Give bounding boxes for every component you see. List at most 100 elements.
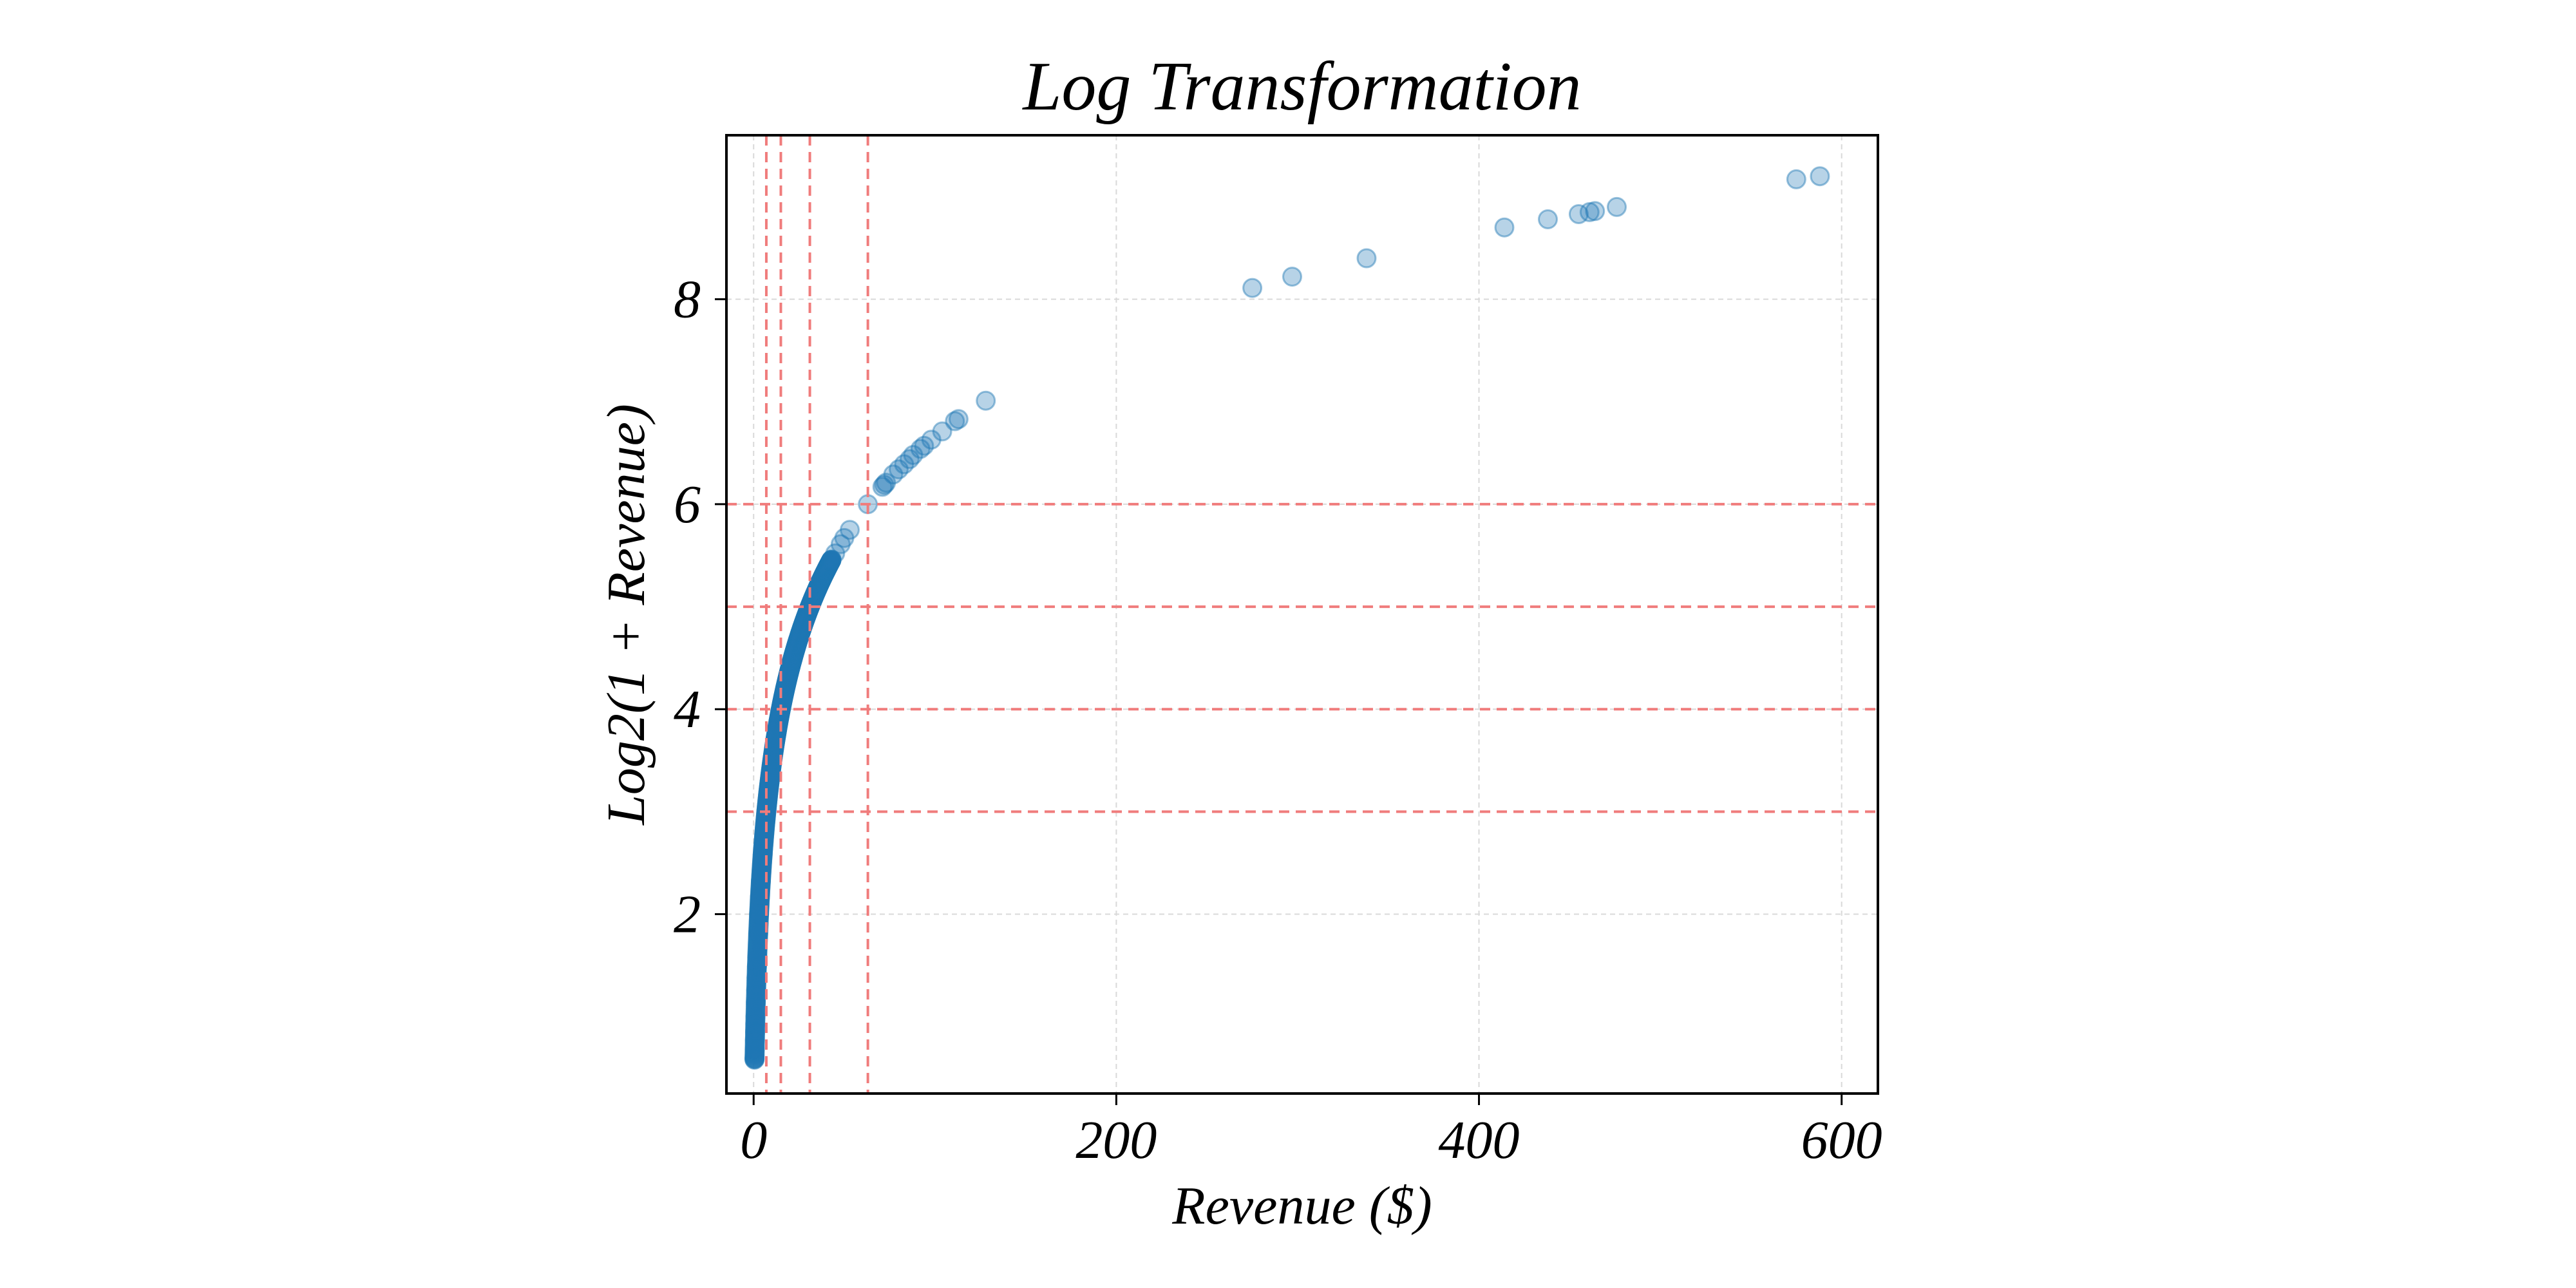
data-point bbox=[821, 549, 842, 570]
data-point bbox=[750, 886, 770, 907]
data-point bbox=[786, 638, 806, 658]
data-point bbox=[821, 550, 842, 571]
data-point bbox=[790, 623, 811, 643]
data-point bbox=[820, 551, 841, 572]
data-point bbox=[792, 616, 813, 637]
y-tick-label: 6 bbox=[674, 475, 701, 535]
data-point bbox=[754, 820, 775, 840]
data-point bbox=[782, 647, 803, 668]
data-point bbox=[753, 832, 774, 853]
data-point bbox=[1810, 166, 1830, 187]
data-point bbox=[768, 710, 789, 730]
data-point bbox=[746, 991, 766, 1012]
data-point bbox=[746, 956, 767, 977]
data-point bbox=[819, 553, 840, 574]
data-point bbox=[781, 654, 801, 675]
data-point bbox=[752, 844, 773, 865]
data-point bbox=[813, 565, 833, 586]
y-tick-label: 8 bbox=[674, 270, 701, 330]
data-point bbox=[744, 1029, 765, 1050]
data-point bbox=[788, 630, 808, 650]
data-point bbox=[748, 909, 769, 929]
data-point bbox=[744, 1050, 765, 1070]
data-point bbox=[759, 779, 779, 799]
data-point bbox=[745, 1018, 766, 1038]
data-point bbox=[744, 1034, 765, 1054]
x-axis-label: Revenue ($) bbox=[1171, 1176, 1432, 1236]
data-point bbox=[745, 1014, 766, 1034]
data-point bbox=[753, 838, 773, 859]
data-point bbox=[768, 711, 789, 732]
data-point bbox=[790, 625, 810, 645]
data-point bbox=[820, 551, 841, 572]
data-point bbox=[749, 906, 769, 927]
data-point bbox=[777, 668, 798, 689]
data-point bbox=[812, 567, 833, 588]
data-point bbox=[786, 636, 806, 656]
data-point bbox=[773, 687, 793, 708]
data-point bbox=[763, 741, 784, 761]
data-point bbox=[789, 626, 810, 647]
data-point bbox=[753, 827, 774, 848]
data-point bbox=[768, 710, 789, 730]
data-point bbox=[784, 643, 804, 664]
data-point bbox=[834, 527, 855, 548]
data-point bbox=[797, 604, 817, 624]
data-point bbox=[802, 589, 823, 610]
data-point bbox=[758, 784, 779, 804]
data-point bbox=[807, 580, 827, 600]
data-point bbox=[745, 1012, 766, 1033]
data-point bbox=[818, 556, 838, 577]
data-point bbox=[914, 435, 934, 456]
data-point bbox=[791, 621, 811, 641]
data-point bbox=[872, 477, 893, 497]
data-point bbox=[1242, 278, 1263, 298]
data-point bbox=[816, 560, 837, 580]
data-point bbox=[788, 629, 808, 650]
data-point bbox=[792, 617, 813, 638]
data-point bbox=[806, 582, 826, 602]
data-point bbox=[759, 780, 779, 800]
data-point bbox=[747, 943, 768, 964]
data-point bbox=[809, 575, 829, 595]
y-tick-label: 2 bbox=[674, 884, 701, 944]
data-point bbox=[817, 557, 838, 578]
data-point bbox=[793, 614, 814, 634]
data-point bbox=[750, 894, 770, 914]
data-point bbox=[781, 656, 800, 677]
data-point bbox=[748, 923, 768, 944]
data-point bbox=[817, 559, 837, 579]
data-point bbox=[797, 602, 818, 623]
data-point bbox=[754, 820, 775, 841]
plot-frame bbox=[725, 134, 1879, 1095]
data-point bbox=[1585, 201, 1605, 222]
data-point bbox=[817, 556, 838, 577]
x-tick-label: 400 bbox=[1439, 1110, 1520, 1170]
data-point bbox=[789, 627, 810, 647]
data-point bbox=[810, 573, 830, 593]
data-point bbox=[787, 634, 807, 654]
data-point bbox=[788, 628, 809, 649]
data-point bbox=[1282, 267, 1302, 287]
data-point bbox=[750, 882, 770, 902]
data-point bbox=[785, 640, 805, 661]
data-point bbox=[815, 560, 836, 581]
data-point bbox=[749, 898, 770, 918]
data-point bbox=[753, 831, 774, 851]
data-point bbox=[786, 635, 807, 656]
data-point bbox=[809, 574, 829, 595]
data-point bbox=[811, 569, 832, 589]
data-point bbox=[749, 903, 770, 923]
data-point bbox=[745, 1010, 766, 1031]
data-point bbox=[768, 710, 789, 731]
data-point bbox=[790, 624, 810, 645]
data-point bbox=[802, 591, 822, 611]
data-point bbox=[746, 958, 767, 979]
data-point bbox=[899, 449, 920, 469]
data-point bbox=[785, 638, 806, 659]
data-point bbox=[818, 556, 838, 576]
data-point bbox=[744, 1048, 765, 1069]
data-point bbox=[778, 665, 799, 685]
data-point bbox=[746, 987, 766, 1008]
data-point bbox=[764, 739, 784, 760]
